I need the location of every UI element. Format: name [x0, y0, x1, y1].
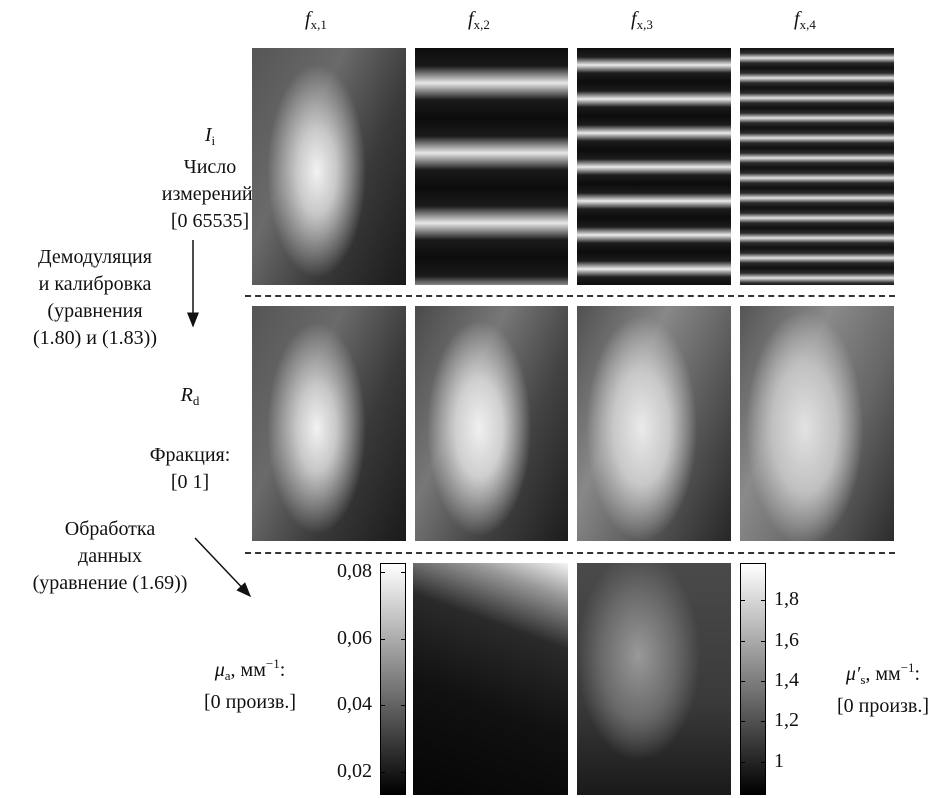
image	[740, 48, 894, 285]
tick-mark	[740, 721, 745, 722]
tick-mark	[740, 641, 745, 642]
tick-label: 0,04	[310, 693, 372, 716]
tick-mark	[761, 600, 766, 601]
image	[413, 563, 568, 795]
image	[577, 48, 731, 285]
tick-mark	[761, 641, 766, 642]
image	[577, 306, 731, 541]
image	[252, 48, 406, 285]
arrow	[195, 538, 250, 596]
tick-mark	[401, 705, 406, 706]
tick-mark	[740, 762, 745, 763]
tick-label: 0,06	[310, 627, 372, 650]
tick-label: 1,8	[774, 588, 824, 611]
tick-mark	[401, 572, 406, 573]
image	[740, 306, 894, 541]
tick-mark	[380, 772, 385, 773]
tick-label: 0,02	[310, 760, 372, 783]
tick-mark	[740, 600, 745, 601]
colorbar	[740, 563, 766, 795]
figure: fx,1 fx,2 fx,3 fx,4 Ii Число измерений: …	[0, 0, 946, 798]
tick-mark	[761, 721, 766, 722]
tick-mark	[740, 681, 745, 682]
tick-mark	[761, 681, 766, 682]
tick-mark	[380, 572, 385, 573]
tick-mark	[401, 639, 406, 640]
colorbar	[380, 563, 406, 795]
image	[415, 306, 568, 541]
image	[415, 48, 568, 285]
tick-label: 0,08	[310, 560, 372, 583]
tick-mark	[761, 762, 766, 763]
separator	[245, 552, 895, 554]
tick-label: 1,4	[774, 669, 824, 692]
tick-label: 1	[774, 750, 824, 773]
tick-label: 1,6	[774, 629, 824, 652]
separator	[245, 295, 895, 297]
tick-mark	[380, 705, 385, 706]
image	[577, 563, 731, 795]
tick-mark	[380, 639, 385, 640]
tick-label: 1,2	[774, 709, 824, 732]
image	[252, 306, 406, 541]
tick-mark	[401, 772, 406, 773]
